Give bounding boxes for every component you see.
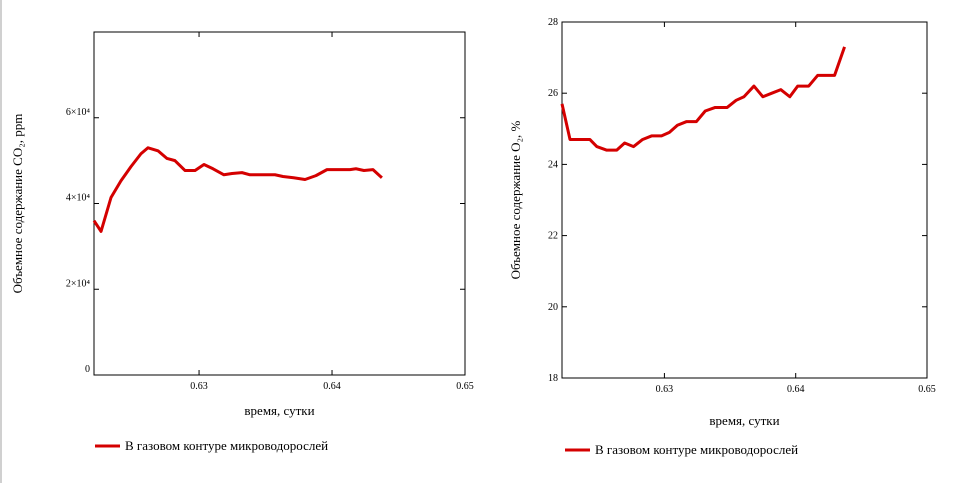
y-tick-label: 28	[548, 17, 558, 28]
x-axis-label: время, сутки	[709, 413, 779, 428]
y-tick-label: 2×10⁴	[66, 278, 91, 289]
y-tick-label: 26	[548, 88, 558, 99]
y-axis-label: Объемное содержание O₂, %	[508, 120, 523, 279]
y-tick-label: 6×10⁴	[66, 107, 91, 118]
x-axis-label: время, сутки	[244, 403, 314, 418]
data-line	[92, 146, 383, 233]
y-tick-label: 0	[85, 364, 90, 375]
legend-label: В газовом контуре микроводорослей	[595, 442, 798, 457]
y-tick-label: 22	[548, 231, 558, 242]
y-axis-label: Объемное содержание CO₂, ppm	[10, 114, 25, 294]
x-tick-label: 0.64	[323, 381, 341, 392]
y-tick-label: 18	[548, 373, 558, 384]
x-tick-label: 0.63	[656, 384, 674, 395]
y-tick-label: 20	[548, 302, 558, 313]
data-line	[560, 46, 846, 152]
x-tick-label: 0.63	[190, 381, 208, 392]
x-tick-label: 0.65	[456, 381, 474, 392]
legend-label: В газовом контуре микроводорослей	[125, 438, 328, 453]
x-tick-label: 0.65	[918, 384, 936, 395]
y-tick-label: 4×10⁴	[66, 193, 91, 204]
x-tick-label: 0.64	[787, 384, 805, 395]
y-tick-label: 24	[548, 159, 558, 170]
plot-frame	[561, 21, 928, 379]
